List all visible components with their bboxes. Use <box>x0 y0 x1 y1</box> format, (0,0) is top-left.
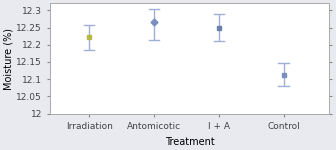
X-axis label: Treatment: Treatment <box>165 136 215 147</box>
Y-axis label: Moisture (%): Moisture (%) <box>3 28 13 90</box>
